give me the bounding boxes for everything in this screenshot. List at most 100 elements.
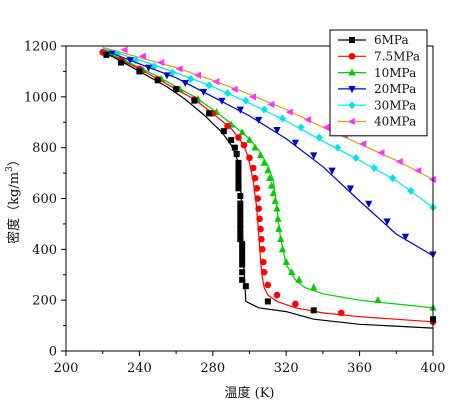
- data-point-7.5MPa: [337, 309, 345, 317]
- y-tick-label: 0: [49, 345, 57, 360]
- series-layer: [99, 46, 437, 329]
- legend-marker: [349, 37, 355, 43]
- data-point-20MPa: [200, 88, 208, 96]
- data-point-20MPa: [273, 126, 281, 135]
- y-axis-title-close: ）: [7, 153, 22, 166]
- legend-marker: [347, 117, 355, 126]
- data-point-10MPa: [267, 181, 276, 189]
- data-point-30MPa: [205, 81, 213, 90]
- data-point-20MPa: [255, 116, 263, 124]
- data-point-6MPa: [237, 220, 244, 227]
- data-point-6MPa: [191, 97, 198, 104]
- data-point-6MPa: [235, 175, 242, 182]
- data-point-10MPa: [282, 257, 290, 265]
- data-point-20MPa: [144, 64, 153, 72]
- data-point-40MPa: [428, 175, 436, 184]
- data-point-7.5MPa: [255, 205, 262, 212]
- legend-item-7.5MPa: 7.5MPa: [338, 50, 420, 64]
- data-point-7.5MPa: [246, 154, 253, 162]
- data-point-6MPa: [242, 283, 249, 290]
- data-point-30MPa: [168, 68, 177, 77]
- legend-marker: [348, 68, 356, 76]
- data-point-30MPa: [223, 89, 232, 98]
- y-tick-label: 200: [32, 294, 57, 309]
- data-point-20MPa: [328, 167, 336, 175]
- data-point-7.5MPa: [260, 268, 268, 276]
- data-point-10MPa: [271, 196, 279, 204]
- data-point-40MPa: [248, 93, 257, 101]
- data-point-6MPa: [136, 68, 143, 75]
- data-point-7.5MPa: [258, 235, 265, 243]
- data-point-20MPa: [163, 72, 171, 80]
- data-point-40MPa: [285, 108, 293, 116]
- data-point-20MPa: [236, 106, 244, 114]
- data-point-7.5MPa: [257, 225, 264, 233]
- legend-label: 40MPa: [374, 115, 416, 129]
- legend-item-6MPa: 6MPa: [338, 33, 409, 47]
- data-point-7.5MPa: [292, 300, 299, 308]
- data-point-10MPa: [274, 214, 282, 222]
- data-point-6MPa: [235, 180, 242, 187]
- data-point-20MPa: [383, 218, 391, 226]
- y-tick-label: 600: [32, 192, 57, 207]
- data-point-40MPa: [175, 65, 183, 73]
- data-point-7.5MPa: [224, 122, 231, 130]
- data-point-20MPa: [126, 57, 134, 65]
- data-point-6MPa: [239, 241, 246, 248]
- data-point-20MPa: [346, 185, 355, 193]
- data-point-6MPa: [239, 269, 246, 276]
- legend-marker: [348, 86, 356, 94]
- data-point-6MPa: [237, 205, 244, 212]
- data-point-20MPa: [401, 233, 410, 241]
- data-point-7.5MPa: [254, 195, 262, 202]
- data-point-6MPa: [235, 185, 242, 192]
- data-point-40MPa: [377, 149, 385, 157]
- data-point-10MPa: [295, 275, 303, 283]
- series-line-30MPa: [102, 47, 434, 208]
- data-point-6MPa: [235, 170, 242, 177]
- data-point-30MPa: [333, 143, 342, 152]
- series-40MPa: [102, 46, 436, 184]
- data-point-7.5MPa: [235, 134, 242, 141]
- y-tick-label: 800: [32, 141, 57, 156]
- data-point-10MPa: [374, 295, 382, 304]
- data-point-7.5MPa: [256, 215, 263, 223]
- data-point-40MPa: [193, 71, 201, 79]
- legend-label: 6MPa: [374, 33, 409, 47]
- data-point-6MPa: [310, 307, 317, 314]
- data-point-40MPa: [322, 123, 330, 131]
- data-point-30MPa: [352, 153, 360, 162]
- data-point-20MPa: [365, 200, 373, 208]
- data-point-6MPa: [237, 236, 244, 243]
- data-point-6MPa: [118, 59, 125, 66]
- data-point-30MPa: [389, 174, 397, 183]
- data-point-30MPa: [370, 164, 378, 172]
- legend-item-20MPa: 20MPa: [338, 82, 416, 96]
- data-point-6MPa: [231, 144, 238, 151]
- data-point-40MPa: [157, 58, 165, 67]
- y-tick-label: 400: [32, 243, 57, 258]
- data-point-10MPa: [278, 245, 287, 253]
- data-point-40MPa: [267, 100, 275, 109]
- legend-item-30MPa: 30MPa: [338, 98, 416, 112]
- data-point-7.5MPa: [249, 164, 257, 172]
- data-point-10MPa: [273, 204, 281, 212]
- data-point-20MPa: [310, 152, 318, 160]
- data-point-10MPa: [238, 128, 246, 136]
- legend-marker: [348, 101, 356, 110]
- data-point-40MPa: [120, 46, 128, 54]
- data-point-30MPa: [187, 75, 195, 84]
- data-point-30MPa: [278, 114, 287, 123]
- data-point-40MPa: [230, 85, 238, 93]
- data-point-6MPa: [237, 226, 244, 232]
- data-point-6MPa: [235, 159, 242, 166]
- data-point-7.5MPa: [259, 258, 267, 266]
- x-tick-label: 360: [347, 361, 372, 376]
- data-point-40MPa: [359, 140, 367, 148]
- x-axis-title: 温度 (K): [225, 385, 275, 401]
- data-point-6MPa: [264, 298, 271, 305]
- data-point-6MPa: [237, 192, 244, 199]
- y-axis-title: 密度（kg/m3）: [5, 153, 22, 244]
